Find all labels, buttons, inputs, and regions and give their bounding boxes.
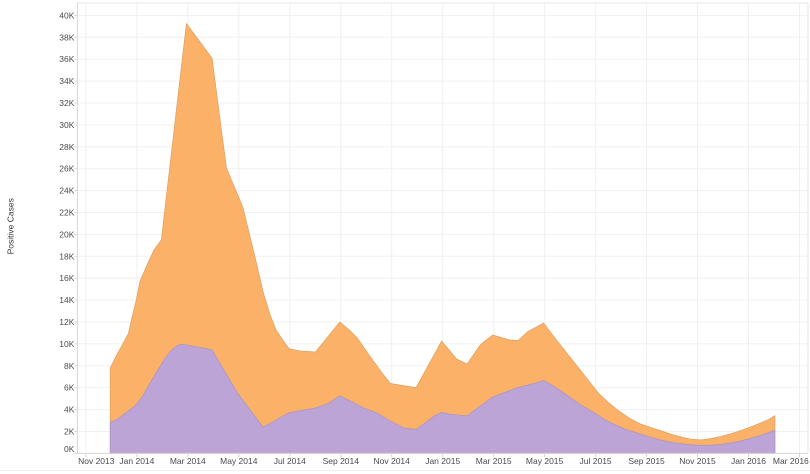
svg-text:Mar 2014: Mar 2014 — [170, 456, 206, 466]
svg-text:Sep 2015: Sep 2015 — [628, 456, 665, 466]
svg-text:40K: 40K — [59, 10, 74, 20]
svg-text:22K: 22K — [59, 208, 74, 218]
svg-text:Nov 2013: Nov 2013 — [78, 456, 115, 466]
svg-text:Nov 2014: Nov 2014 — [374, 456, 411, 466]
svg-text:Nov 2015: Nov 2015 — [679, 456, 716, 466]
svg-text:Positive Cases: Positive Cases — [5, 198, 15, 254]
svg-text:12K: 12K — [59, 317, 74, 327]
svg-text:May 2014: May 2014 — [220, 456, 258, 466]
svg-text:2K: 2K — [64, 427, 75, 437]
svg-text:24K: 24K — [59, 186, 74, 196]
svg-text:14K: 14K — [59, 295, 74, 305]
svg-text:6K: 6K — [64, 383, 75, 393]
svg-text:18K: 18K — [59, 251, 74, 261]
svg-text:Mar 2016: Mar 2016 — [773, 456, 809, 466]
svg-text:Jan 2015: Jan 2015 — [425, 456, 460, 466]
svg-text:Jan 2014: Jan 2014 — [119, 456, 154, 466]
svg-text:26K: 26K — [59, 164, 74, 174]
svg-text:8K: 8K — [64, 361, 75, 371]
svg-text:32K: 32K — [59, 98, 74, 108]
svg-text:Mar 2015: Mar 2015 — [476, 456, 512, 466]
svg-text:Jul 2014: Jul 2014 — [274, 456, 306, 466]
svg-text:16K: 16K — [59, 273, 74, 283]
svg-text:May 2015: May 2015 — [526, 456, 564, 466]
svg-text:36K: 36K — [59, 54, 74, 64]
svg-text:Jan 2016: Jan 2016 — [731, 456, 766, 466]
svg-text:28K: 28K — [59, 142, 74, 152]
svg-text:20K: 20K — [59, 229, 74, 239]
svg-text:30K: 30K — [59, 120, 74, 130]
svg-text:38K: 38K — [59, 32, 74, 42]
svg-text:0K: 0K — [64, 444, 75, 454]
svg-text:Sep 2014: Sep 2014 — [323, 456, 360, 466]
svg-text:Jul 2015: Jul 2015 — [580, 456, 612, 466]
svg-text:34K: 34K — [59, 76, 74, 86]
svg-text:10K: 10K — [59, 339, 74, 349]
svg-text:4K: 4K — [64, 405, 75, 415]
